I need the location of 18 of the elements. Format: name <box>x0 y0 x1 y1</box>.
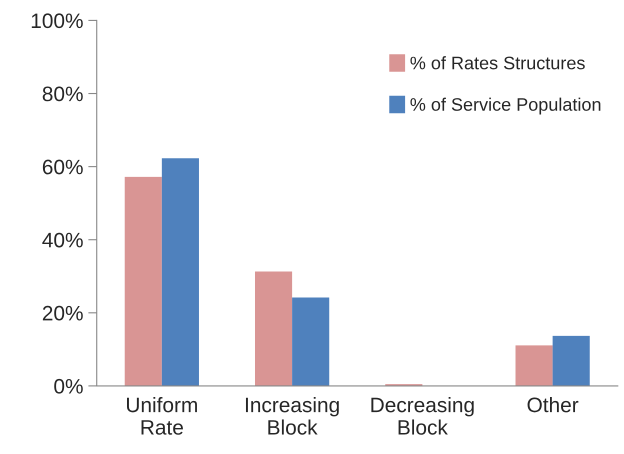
y-tick-label: 0% <box>54 378 83 394</box>
x-tick-label: Increasing Block <box>246 397 339 435</box>
bar <box>292 297 330 386</box>
y-tick-label: 100% <box>32 13 83 28</box>
legend-label: % of Service Population <box>410 98 600 114</box>
x-tick-label: Other <box>528 397 578 412</box>
y-tick-label: 40% <box>42 232 83 248</box>
bar <box>124 176 162 386</box>
x-tick-label: Uniform Rate <box>126 397 197 435</box>
bar <box>254 272 292 386</box>
bar <box>516 345 553 386</box>
y-tick-label: 20% <box>42 306 83 321</box>
x-tick-label: Decreasing Block <box>371 397 474 435</box>
y-tick-label: 60% <box>42 160 83 174</box>
bar <box>162 158 199 386</box>
bar <box>552 336 590 386</box>
legend-label: % of Rates Structures <box>410 56 585 70</box>
y-tick-label: 80% <box>42 86 83 102</box>
